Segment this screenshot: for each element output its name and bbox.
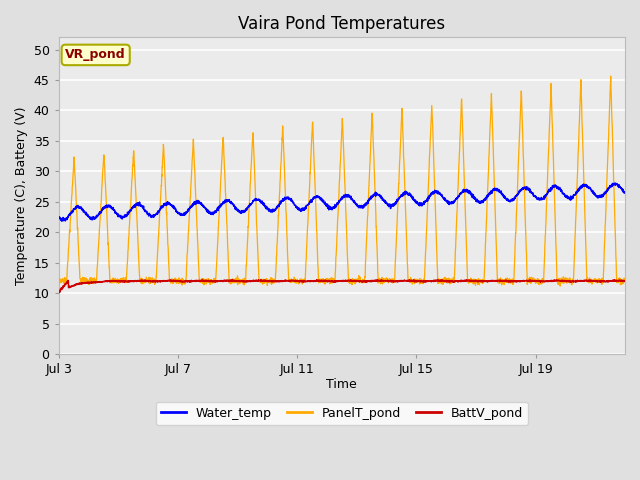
- Legend: Water_temp, PanelT_pond, BattV_pond: Water_temp, PanelT_pond, BattV_pond: [156, 402, 528, 424]
- Y-axis label: Temperature (C), Battery (V): Temperature (C), Battery (V): [15, 107, 28, 285]
- Title: Vaira Pond Temperatures: Vaira Pond Temperatures: [238, 15, 445, 33]
- X-axis label: Time: Time: [326, 377, 357, 391]
- Text: VR_pond: VR_pond: [65, 48, 126, 61]
